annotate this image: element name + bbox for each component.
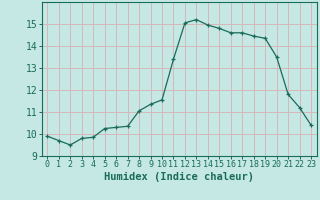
X-axis label: Humidex (Indice chaleur): Humidex (Indice chaleur) [104,172,254,182]
